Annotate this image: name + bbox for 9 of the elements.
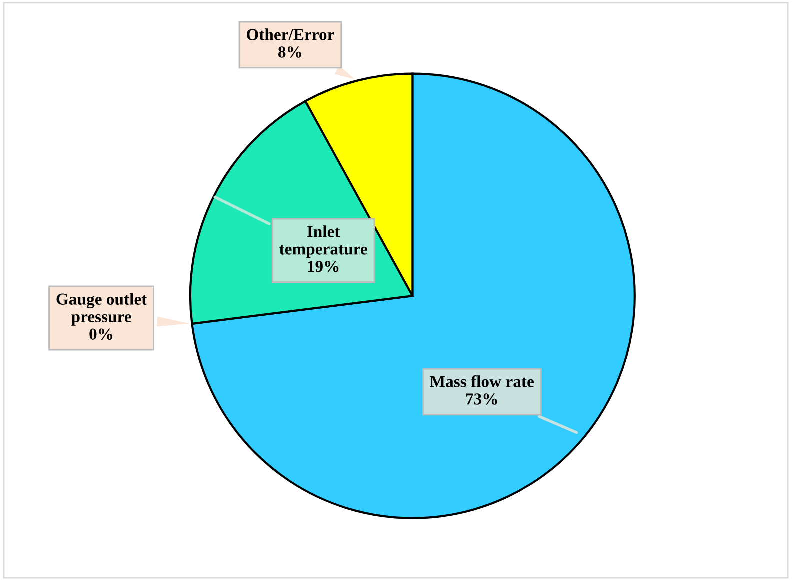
slice-label: Other/Error bbox=[246, 28, 334, 40]
slice-label: Inlet temperature bbox=[280, 226, 368, 258]
text: 0% bbox=[90, 328, 112, 340]
slice-label: Mass flow rate bbox=[430, 376, 534, 388]
data-label: 73% bbox=[466, 394, 498, 405]
category-label: Gauge outlet pressure bbox=[56, 293, 148, 326]
data-label: 8% bbox=[278, 46, 302, 58]
pie-slice bbox=[191, 72, 636, 520]
data-label: 19% bbox=[308, 261, 339, 272]
